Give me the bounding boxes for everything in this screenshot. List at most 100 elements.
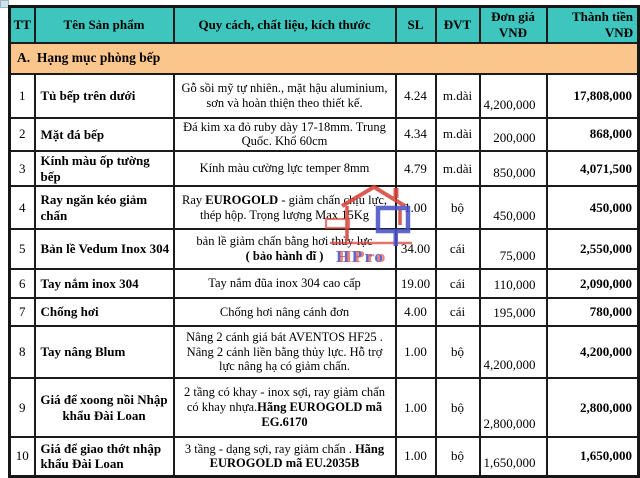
cell-product-name: Ray ngăn kéo giảm chấn xyxy=(33,185,175,230)
cell-index: 5 xyxy=(8,228,36,270)
cell-unit: cái xyxy=(434,228,481,270)
cell-total: 17,808,000 xyxy=(545,72,640,119)
cell-index: 6 xyxy=(8,268,36,299)
cell-total: 2,090,000 xyxy=(545,268,640,299)
spec-text: Gỗ sồi mỹ tự nhiên., mặt hậu aluminium, … xyxy=(181,80,388,110)
col-header-unit: ĐVT xyxy=(434,5,481,44)
col-header-price: Đơn giá VNĐ xyxy=(478,5,548,44)
cell-unit: m.dài xyxy=(434,72,481,119)
cell-product-name: Kính màu ốp tường bếp xyxy=(33,150,175,187)
cell-spec: bản lề giảm chấn bằng hơi thủy lực( bảo … xyxy=(172,228,397,270)
cell-spec: Đá kim xa đỏ ruby dày 17-18mm. Trung Quố… xyxy=(172,116,397,152)
cell-product-name: Mặt đá bếp xyxy=(33,116,175,152)
cell-quantity: 1.00 xyxy=(394,325,437,379)
cell-index: 10 xyxy=(8,436,36,477)
cell-unit: m.dài xyxy=(434,116,481,152)
cell-total: 4,200,000 xyxy=(545,325,640,379)
spec-text: Hãng EUROGOLD mã EU.2035B xyxy=(209,441,385,471)
spec-text: 2 tầng có khay - inox sợi, ray giảm chấn… xyxy=(183,385,385,415)
col-header-price-line: VNĐ xyxy=(498,24,528,40)
cell-unit: cái xyxy=(434,297,481,327)
table-row: 5 Bản lề Vedum Inox 304 bản lề giảm chấn b… xyxy=(8,228,640,270)
col-header-price-line: Đơn giá xyxy=(491,9,535,25)
cell-index: 4 xyxy=(8,185,36,230)
spec-text: Nâng 2 cánh giá bát AVENTOS HF25 . Nâng … xyxy=(186,329,383,374)
cell-total: 4,071,500 xyxy=(545,150,640,187)
cell-unit: cái xyxy=(434,268,481,299)
cell-product-name: Bản lề Vedum Inox 304 xyxy=(33,228,175,270)
cell-spec: 2 tầng có khay - inox sợi, ray giảm chấn… xyxy=(172,377,397,438)
col-header-spec-line: Quy cách, chất liệu, kích thước xyxy=(198,16,371,32)
col-header-tt: TT xyxy=(8,5,36,44)
col-header-tt-line: TT xyxy=(13,16,31,32)
cell-spec: Gỗ sồi mỹ tự nhiên., mặt hậu aluminium, … xyxy=(172,72,397,119)
spec-text: EUROGOLD xyxy=(205,192,279,207)
cell-product-name: Chống hơi xyxy=(33,297,175,327)
cell-product-name: Tay nắm inox 304 xyxy=(33,268,175,299)
spec-text: Ray xyxy=(181,192,206,207)
table-body: A. Hạng mục phòng bếp 1 Tủ bếp trên dưới Gỗ… xyxy=(8,41,640,477)
cell-unit: m.dài xyxy=(434,150,481,187)
cell-product-name: Giá để giao thớt nhập khẩu Đài Loan xyxy=(33,436,175,477)
spec-text: Hãng EUROGOLD mã EG.6170 xyxy=(257,400,383,429)
col-header-total-line: VNĐ xyxy=(604,24,633,40)
quotation-table: TT Tên Sản phẩm Quy cách, chất liệu, kích … xyxy=(8,5,640,478)
table-row: 8 Tay nâng Blum Nâng 2 cánh giá bát AVENTO… xyxy=(8,325,640,379)
cell-unit-price: 110,000 xyxy=(478,268,548,299)
table-row: 3 Kính màu ốp tường bếp Kính màu cường lực… xyxy=(8,150,640,187)
col-header-qty-line: SL xyxy=(407,16,424,32)
cell-unit-price: 2,800,000 xyxy=(478,377,548,438)
table-header: TT Tên Sản phẩm Quy cách, chất liệu, kích … xyxy=(8,5,640,44)
cell-unit-price: 1,650,000 xyxy=(478,436,548,477)
cell-unit-price: 195,000 xyxy=(478,297,548,327)
cell-unit-price: 75,000 xyxy=(478,228,548,270)
header-row: TT Tên Sản phẩm Quy cách, chất liệu, kích … xyxy=(8,5,640,44)
table-row: 7 Chống hơi Chống hơi nâng cánh đơn 4.00 cái… xyxy=(8,297,640,327)
spec-text: Chống hơi nâng cánh đơn xyxy=(219,304,350,319)
cell-quantity: 4.24 xyxy=(394,72,437,119)
cell-spec: Kính màu cường lực temper 8mm xyxy=(172,150,397,187)
spec-text: Kính màu cường lực temper 8mm xyxy=(199,161,370,176)
cell-spec: Tay nắm đũa inox 304 cao cấp xyxy=(172,268,397,299)
cell-unit: bộ xyxy=(434,377,481,438)
spec-text: Tay nắm đũa inox 304 cao cấp xyxy=(208,276,361,291)
spec-text: Đá kim xa đỏ ruby dày 17-18mm. Trung Quố… xyxy=(183,119,386,149)
cell-unit-price: 850,000 xyxy=(478,150,548,187)
cell-index: 1 xyxy=(8,72,36,119)
col-header-total-line: Thành tiền xyxy=(571,9,633,25)
cell-spec: 3 tầng - dạng sợi, ray giảm chấn . Hãng … xyxy=(172,436,397,477)
cell-quantity: 4.34 xyxy=(394,116,437,152)
cell-unit-price: 200,000 xyxy=(478,116,548,152)
cell-quantity: 34.00 xyxy=(394,228,437,270)
cell-index: 8 xyxy=(8,325,36,379)
col-header-spec: Quy cách, chất liệu, kích thước xyxy=(172,5,397,44)
cell-total: 1,650,000 xyxy=(545,436,640,477)
cell-total: 450,000 xyxy=(545,185,640,230)
section-row: A. Hạng mục phòng bếp xyxy=(8,41,640,75)
section-label: A. Hạng mục phòng bếp xyxy=(8,41,640,75)
table-row: 1 Tủ bếp trên dưới Gỗ sồi mỹ tự nhiên., mặ… xyxy=(8,72,640,119)
cell-spec: Nâng 2 cánh giá bát AVENTOS HF25 . Nâng … xyxy=(172,325,397,379)
cell-quantity: 1.00 xyxy=(394,377,437,438)
spec-text: ( bảo hành dĩ ) xyxy=(245,249,324,263)
cell-quantity: 4.79 xyxy=(394,150,437,187)
col-header-name-line: Tên Sản phẩm xyxy=(63,16,145,32)
table-row: 9 Giá để xoong nồi Nhập khẩu Đài Loan 2 tầ… xyxy=(8,377,640,438)
cell-total: 868,000 xyxy=(545,116,640,152)
cell-quantity: 19.00 xyxy=(394,268,437,299)
cell-unit: bộ xyxy=(434,325,481,379)
col-header-qty: SL xyxy=(394,5,437,44)
cell-index: 9 xyxy=(8,377,36,438)
table-row: 10 Giá để giao thớt nhập khẩu Đài Loan 3 t… xyxy=(8,436,640,477)
cell-product-name: Giá để xoong nồi Nhập khẩu Đài Loan xyxy=(33,377,175,438)
cell-unit: bộ xyxy=(434,436,481,477)
col-header-unit-line: ĐVT xyxy=(443,16,472,32)
table-row: 2 Mặt đá bếp Đá kim xa đỏ ruby dày 17-18mm… xyxy=(8,116,640,152)
cell-index: 7 xyxy=(8,297,36,327)
corner-artifact xyxy=(0,0,9,8)
cell-index: 3 xyxy=(8,150,36,187)
cell-unit-price: 4,200,000 xyxy=(478,325,548,379)
cell-unit-price: 4,200,000 xyxy=(478,72,548,119)
cell-product-name: Tay nâng Blum xyxy=(33,325,175,379)
cell-total: 2,550,000 xyxy=(545,228,640,270)
